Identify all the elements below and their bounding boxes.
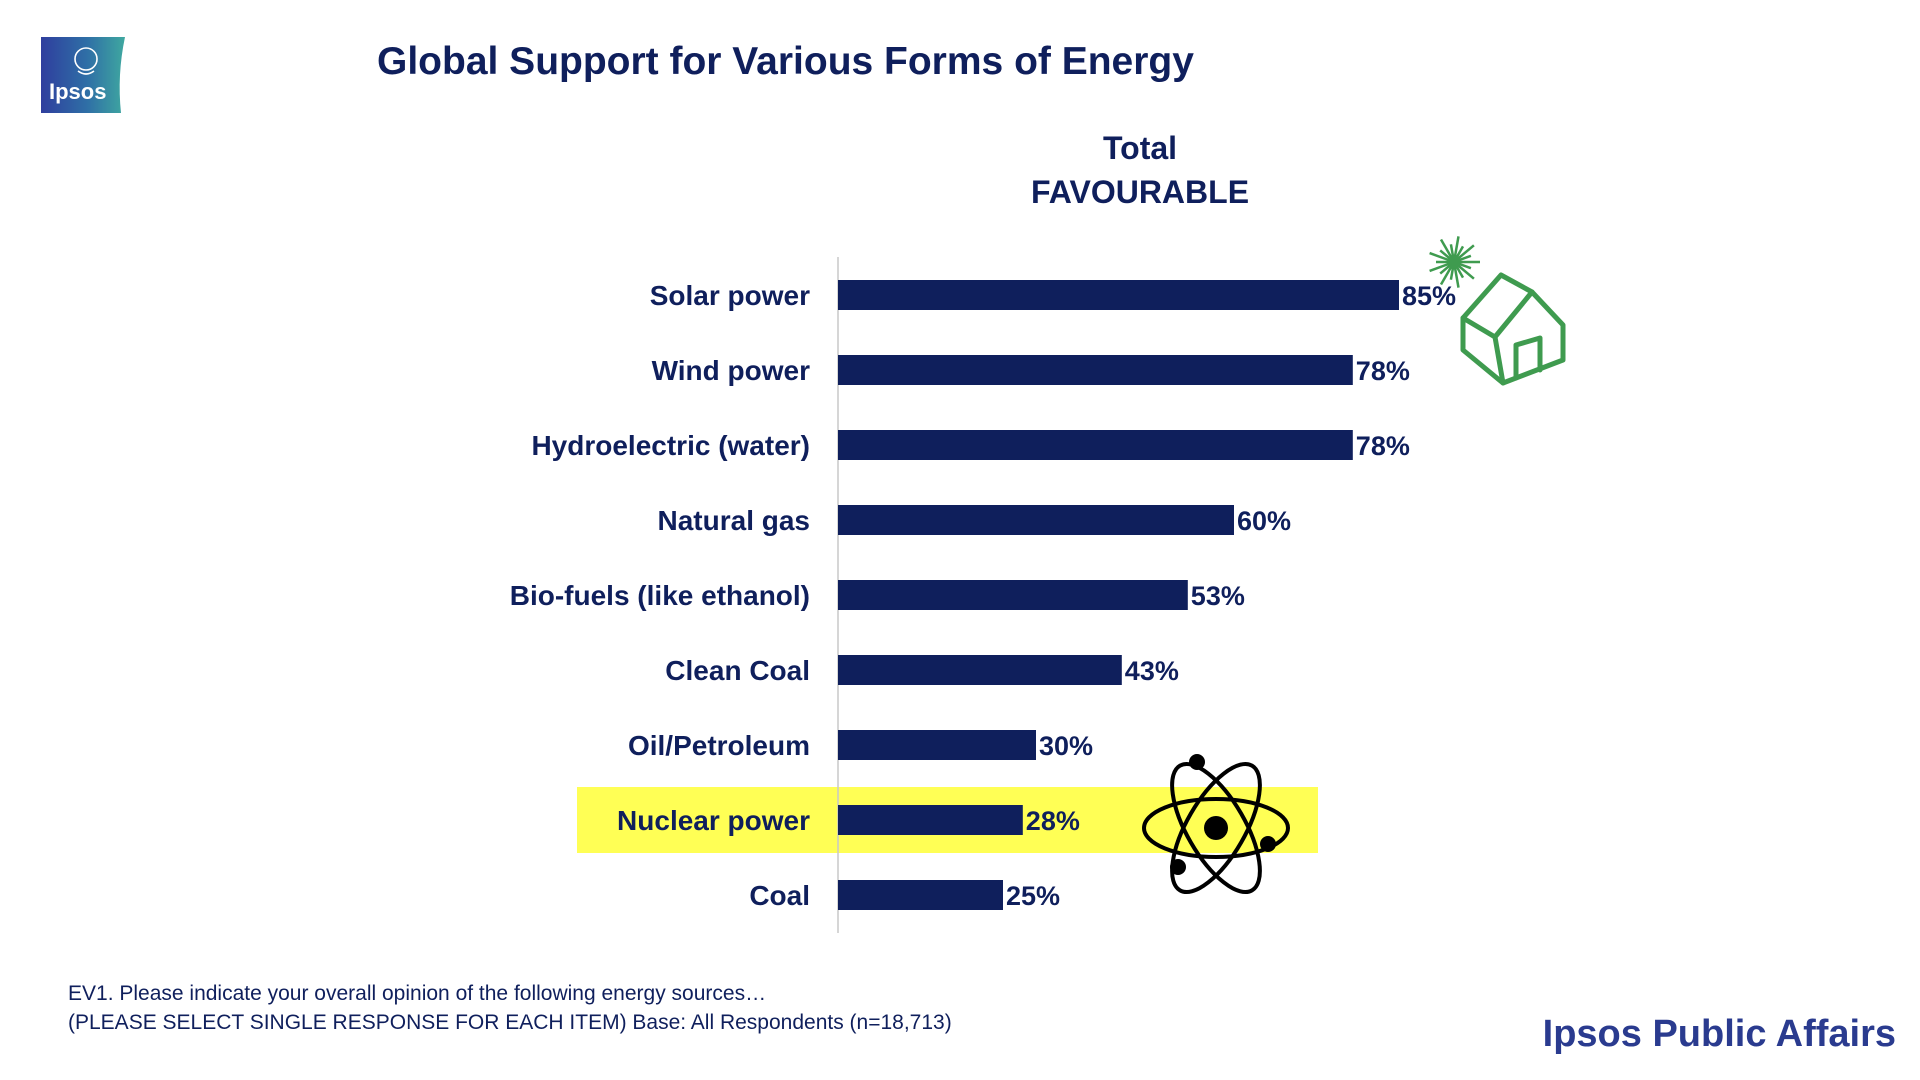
category-label: Bio-fuels (like ethanol) bbox=[510, 580, 810, 611]
bar bbox=[838, 580, 1188, 610]
column-header-line1: Total bbox=[1102, 130, 1178, 166]
footnote-question: EV1. Please indicate your overall opinio… bbox=[68, 982, 767, 1005]
value-label: 78% bbox=[1356, 431, 1410, 461]
ipsos-logo-icon: Ipsos bbox=[41, 37, 125, 113]
category-label: Solar power bbox=[650, 280, 810, 311]
footnote-base: (PLEASE SELECT SINGLE RESPONSE FOR EACH … bbox=[68, 1011, 952, 1034]
logo-text: Ipsos bbox=[49, 79, 106, 104]
ipsos-logo: Ipsos bbox=[41, 37, 125, 113]
value-label: 43% bbox=[1125, 656, 1179, 686]
bar bbox=[838, 355, 1353, 385]
brand-name: Ipsos Public Affairs bbox=[1542, 1013, 1896, 1055]
category-label: Clean Coal bbox=[665, 655, 810, 686]
bar bbox=[838, 805, 1023, 835]
atom-icon bbox=[1142, 754, 1290, 895]
value-label: 60% bbox=[1237, 506, 1291, 536]
category-label: Coal bbox=[749, 880, 810, 911]
page-title: Global Support for Various Forms of Ener… bbox=[377, 40, 1194, 83]
bar bbox=[838, 430, 1353, 460]
value-label: 28% bbox=[1026, 806, 1080, 836]
bar bbox=[838, 505, 1234, 535]
solar-house-icon bbox=[1429, 236, 1566, 386]
category-label: Natural gas bbox=[658, 505, 811, 536]
value-label: 30% bbox=[1039, 731, 1093, 761]
category-label: Wind power bbox=[652, 355, 811, 386]
bar bbox=[838, 880, 1003, 910]
bar bbox=[838, 655, 1122, 685]
value-label: 78% bbox=[1356, 356, 1410, 386]
column-header-line2: FAVOURABLE bbox=[1030, 174, 1250, 210]
value-label: 53% bbox=[1191, 581, 1245, 611]
bar bbox=[838, 730, 1036, 760]
category-label: Nuclear power bbox=[617, 805, 810, 836]
sun-icon bbox=[1429, 236, 1480, 288]
category-label: Hydroelectric (water) bbox=[531, 430, 810, 461]
value-label: 25% bbox=[1006, 881, 1060, 911]
category-label: Oil/Petroleum bbox=[628, 730, 810, 761]
bar bbox=[838, 280, 1399, 310]
value-label: 85% bbox=[1402, 281, 1456, 311]
